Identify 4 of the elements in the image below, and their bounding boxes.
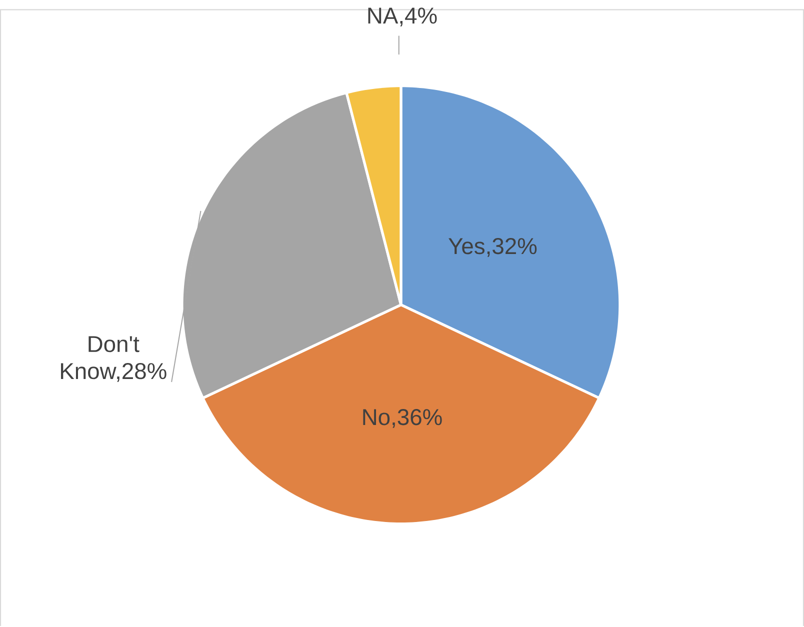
data-label: No,36%: [363, 409, 442, 428]
data-label: Yes,32%: [448, 238, 537, 258]
data-label: NA,4%: [368, 8, 437, 27]
data-label: Don't Know,28%: [61, 336, 166, 382]
